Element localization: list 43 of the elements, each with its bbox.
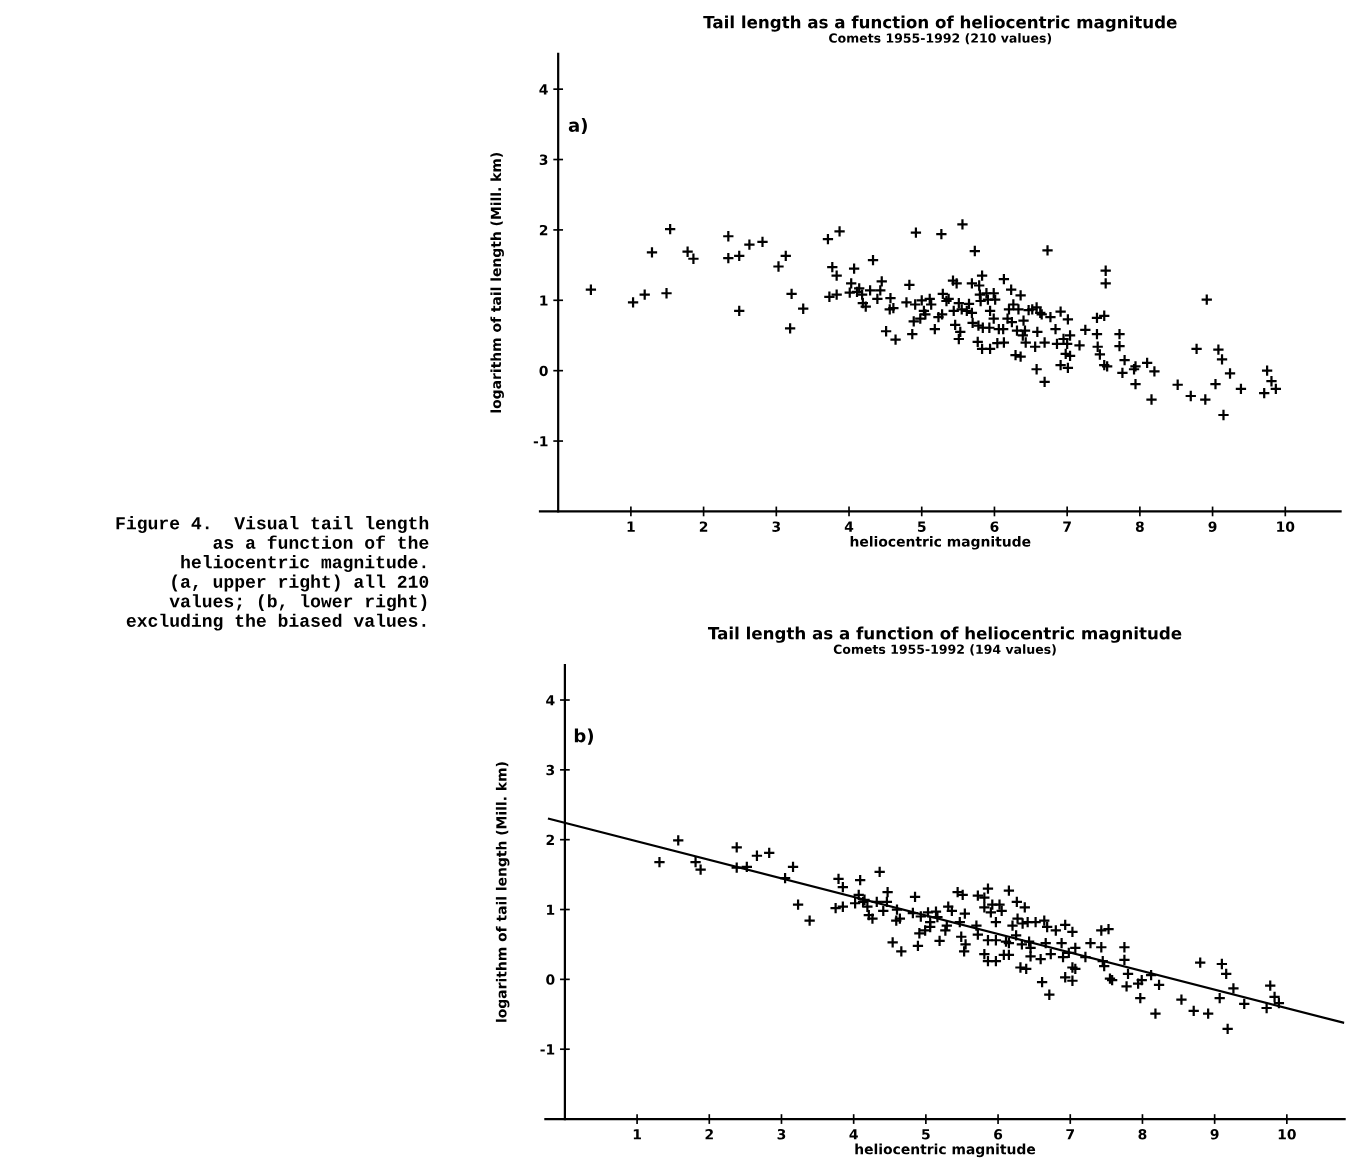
x-tick-label: 2 [705,1129,713,1140]
y-tick-label: 0 [539,365,548,377]
y-tick-label: -1 [533,436,548,447]
x-tick-label: 6 [994,1129,1003,1140]
y-tick-label: 2 [546,834,554,845]
x-tick-label: 2 [699,521,708,532]
x-tick-label: 1 [633,1129,641,1140]
x-tick-label: 7 [1066,1129,1074,1140]
x-tick-label: 9 [1208,521,1217,532]
x-tick-label: 4 [849,1129,858,1140]
x-tick-label: 10 [1278,1129,1296,1140]
x-tick-label: 8 [1138,1129,1147,1140]
chart-subtitle: Comets 1955-1992 (194 values) [833,644,1056,656]
y-axis-title: logarithm of tail length (Mill. km) [495,762,510,1022]
y-tick-label: 4 [539,84,548,95]
x-tick-label: 6 [990,521,999,532]
y-tick-label: 3 [546,764,555,776]
x-tick-label: 7 [1063,521,1071,532]
y-tick-label: 4 [546,695,555,706]
x-axis-title: heliocentric magnitude [850,535,1031,550]
x-tick-label: 4 [844,521,854,532]
x-tick-label: 3 [777,1129,786,1140]
chart-subtitle: Comets 1955-1992 (210 values) [829,33,1052,45]
x-tick-label: 5 [917,521,926,532]
x-axis-title: heliocentric magnitude [855,1143,1036,1158]
annotation: b) [574,728,593,745]
y-tick-label: 1 [540,295,548,306]
x-tick-label: 3 [772,521,781,532]
caption: Figure 4. Visual tail length as a function of the heliocentric magnitude. (a, upper right) all 210 values; (b, lower right) excluding the biased values. [116,516,429,631]
x-tick-label: 5 [922,1129,930,1140]
annotation: a) [568,118,587,135]
y-tick-label: 0 [546,974,555,985]
y-tick-label: -1 [540,1044,555,1055]
y-tick-label: 1 [547,904,555,915]
x-tick-label: 9 [1210,1129,1219,1140]
y-tick-label: 3 [539,154,548,165]
chart-title: Tail length as a function of heliocentric magnitude [703,15,1177,32]
y-tick-label: 2 [539,224,548,236]
x-tick-label: 1 [627,521,635,532]
x-tick-label: 10 [1277,521,1295,532]
y-axis-title: logarithm of tail length (Mill. km) [490,152,504,413]
x-tick-label: 8 [1135,521,1144,532]
chart-title: Tail length as a function of heliocentric magnitude [707,626,1182,643]
